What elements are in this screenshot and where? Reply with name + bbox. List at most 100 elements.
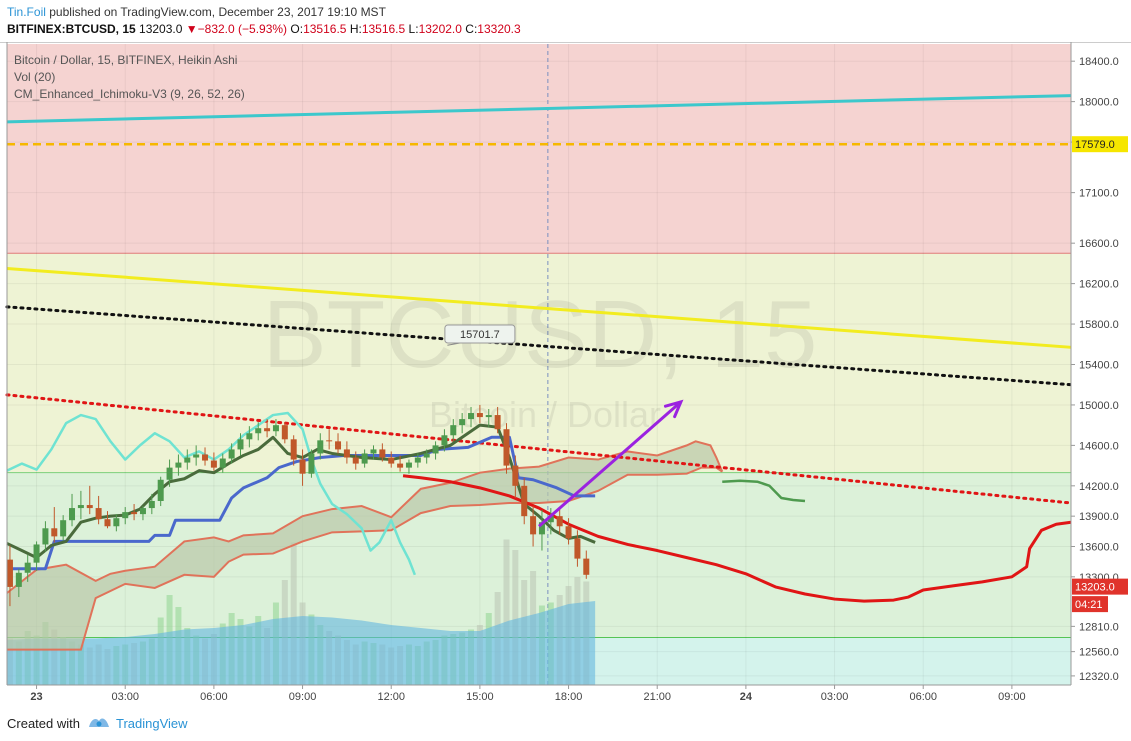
price-chart[interactable]: BTCUSD, 15 Bitcoin / Dollar 15701.7 1840… [0,41,1131,707]
time-tick-label: 21:00 [643,691,671,703]
series-line [6,423,596,560]
legend-title: Bitcoin / Dollar, 15, BITFINEX, Heikin A… [14,53,237,67]
tradingview-link[interactable]: TradingView [115,716,188,731]
candle-body [281,425,288,440]
candle-body [450,425,457,436]
time-tick-label: 12:00 [377,691,405,703]
candle-body [476,413,483,418]
candle-body [264,428,271,432]
candle-body [104,519,111,527]
candle-body [33,544,40,563]
candle-body [51,528,58,537]
callout-label: 15701.7 [460,329,500,341]
publish-info: Tin.Foil published on TradingView.com, D… [7,5,386,19]
candle-body [343,449,350,458]
candle-body [565,526,572,539]
price-tick-label: 16600.0 [1079,238,1119,250]
candle-body [113,518,120,527]
series-line [722,479,806,503]
created-with-text: Created with [7,716,80,731]
candle-body [379,449,386,458]
down-triangle-icon: ▼ [185,22,198,36]
candle-body [583,558,590,575]
senkou-a-line [6,440,724,594]
zone-band [7,44,1071,254]
author-link[interactable]: Tin.Foil [7,5,46,19]
trendline-red [5,393,1073,505]
candle-body [459,419,466,426]
price-tick-label: 15400.0 [1079,360,1119,372]
candle-body [432,445,439,454]
candle-body [148,500,155,509]
time-tick-label: 03:00 [821,691,849,703]
footer: Created with TradingView [7,715,188,732]
candle-body [494,415,501,430]
candle-body [122,512,129,519]
time-tick-label: 03:00 [111,691,139,703]
high-label: H: [349,22,362,36]
price-tick-label: 18400.0 [1079,56,1119,68]
candle-body [503,429,510,466]
candles [6,404,590,607]
last-price: 13203.0 [139,22,183,36]
price-marker-box [1072,578,1128,595]
chart-container[interactable]: BTCUSD, 15 Bitcoin / Dollar 15701.7 1840… [0,41,1131,707]
price-tick-label: 14600.0 [1079,440,1119,452]
callout-box [444,324,516,344]
legend-volume: Vol (20) [14,70,55,84]
trendline-yellow [6,266,1072,349]
high-value: 13516.5 [361,22,406,36]
candle-body [60,520,67,537]
candle-body [468,413,475,420]
candle-body [485,415,492,418]
candle-body [512,465,519,486]
low-label: L: [408,22,419,36]
candle-body [547,516,554,523]
open-value: 13516.5 [303,22,347,36]
price-tick-label: 12320.0 [1079,671,1119,683]
volume-bar [503,539,510,685]
candle-body [272,425,279,432]
candle-body [290,439,297,460]
price-marker-label: 13203.0 [1075,582,1115,594]
candle-body [95,508,102,520]
candle-body [574,538,581,559]
price-marker-label: 04:21 [1075,599,1103,611]
candle-body [352,457,359,464]
candle-body [77,505,84,509]
watermark: BTCUSD, 15 Bitcoin / Dollar [263,281,818,435]
candle-body [308,453,315,474]
candle-body [237,439,244,450]
candle-body [15,572,22,587]
arrow-shaft [538,400,682,528]
price-marker-label: 17579.0 [1075,139,1115,151]
legend: Bitcoin / Dollar, 15, BITFINEX, Heikin A… [14,53,245,101]
candle-body [521,485,528,517]
price-tick-label: 13900.0 [1079,511,1119,523]
time-tick-label: 24 [740,691,753,703]
trendline-black [5,305,1073,387]
time-tick-label: 06:00 [909,691,937,703]
candle-body [42,528,49,545]
candle-body [335,441,342,450]
candle-body [441,435,448,446]
close-label: C: [465,22,478,36]
candle-body [423,453,430,458]
legend-ichimoku: CM_Enhanced_Ichimoku-V3 (9, 26, 52, 26) [14,87,245,101]
price-tick-label: 14200.0 [1079,481,1119,493]
series-line [6,411,417,576]
time-tick-label: 15:00 [466,691,494,703]
candle-body [414,457,421,463]
zone-band [7,253,1071,473]
price-tick-label: 15800.0 [1079,319,1119,331]
volume-bars [6,539,596,685]
candle-body [175,462,182,468]
volume-ma-area [7,601,596,685]
candle-body [6,559,13,587]
time-tick-label: 06:00 [200,691,228,703]
trendlines[interactable] [5,94,1073,505]
annotations[interactable]: 15701.7 [444,324,684,528]
axes[interactable]: 18400.018000.017600.017100.016600.016200… [0,41,1131,707]
candle-body [326,440,333,442]
candle-body [538,522,545,535]
